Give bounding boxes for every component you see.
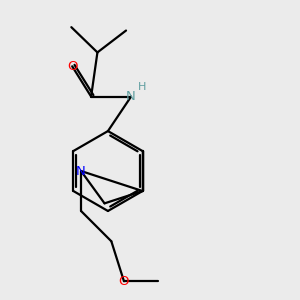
Text: H: H <box>137 82 146 92</box>
Text: N: N <box>76 164 86 178</box>
Text: O: O <box>67 60 77 73</box>
Text: N: N <box>126 90 136 103</box>
Text: O: O <box>119 275 129 288</box>
